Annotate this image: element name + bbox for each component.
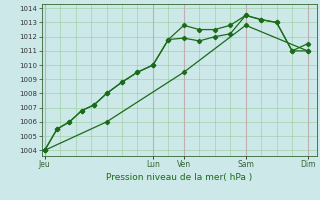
X-axis label: Pression niveau de la mer( hPa ): Pression niveau de la mer( hPa ): [106, 173, 252, 182]
